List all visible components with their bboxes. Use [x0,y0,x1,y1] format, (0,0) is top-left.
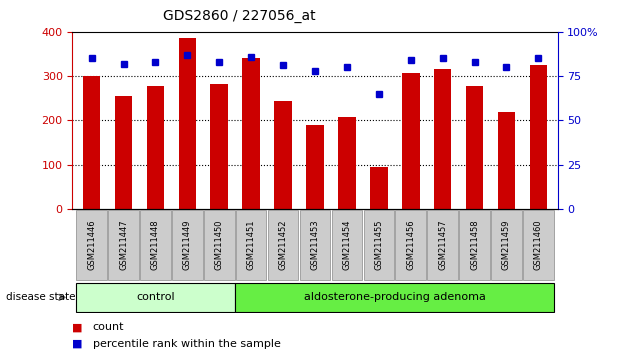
FancyBboxPatch shape [140,210,171,280]
FancyBboxPatch shape [523,210,554,280]
Bar [434,69,452,209]
Text: GSM211452: GSM211452 [278,220,287,270]
Text: ■: ■ [72,339,83,349]
FancyBboxPatch shape [204,210,234,280]
Bar [243,58,260,209]
Text: GSM211459: GSM211459 [502,220,511,270]
Text: GSM211448: GSM211448 [151,220,160,270]
Text: GSM211458: GSM211458 [470,220,479,270]
Text: GSM211453: GSM211453 [311,220,319,270]
Text: control: control [136,292,175,302]
Text: GSM211454: GSM211454 [343,220,352,270]
Text: GSM211447: GSM211447 [119,220,128,270]
FancyBboxPatch shape [172,210,203,280]
Text: GSM211446: GSM211446 [87,220,96,270]
Bar [338,117,356,209]
FancyBboxPatch shape [76,210,107,280]
FancyBboxPatch shape [331,210,362,280]
Bar [530,65,547,209]
FancyBboxPatch shape [396,210,426,280]
Text: ■: ■ [72,322,83,332]
FancyBboxPatch shape [268,210,299,280]
Bar [306,125,324,209]
Bar [83,76,100,209]
Text: GDS2860 / 227056_at: GDS2860 / 227056_at [163,9,316,23]
Bar [466,86,483,209]
Text: GSM211450: GSM211450 [215,220,224,270]
FancyBboxPatch shape [364,210,394,280]
Text: GSM211456: GSM211456 [406,220,415,270]
Text: aldosterone-producing adenoma: aldosterone-producing adenoma [304,292,486,302]
Text: disease state: disease state [6,292,76,302]
Bar [498,113,515,209]
FancyBboxPatch shape [459,210,490,280]
FancyBboxPatch shape [76,283,235,312]
FancyBboxPatch shape [491,210,522,280]
Bar [210,84,228,209]
Bar [147,86,164,209]
FancyBboxPatch shape [108,210,139,280]
FancyBboxPatch shape [236,210,266,280]
Bar [115,96,132,209]
FancyBboxPatch shape [427,210,458,280]
Text: GSM211451: GSM211451 [247,220,256,270]
Text: percentile rank within the sample: percentile rank within the sample [93,339,280,349]
Text: count: count [93,322,124,332]
Bar [178,39,196,209]
Text: GSM211460: GSM211460 [534,220,543,270]
FancyBboxPatch shape [235,283,554,312]
FancyBboxPatch shape [300,210,330,280]
Text: GSM211455: GSM211455 [374,220,383,270]
Text: GSM211457: GSM211457 [438,220,447,270]
Bar [402,73,420,209]
Text: GSM211449: GSM211449 [183,220,192,270]
Bar [370,167,387,209]
Bar [274,101,292,209]
